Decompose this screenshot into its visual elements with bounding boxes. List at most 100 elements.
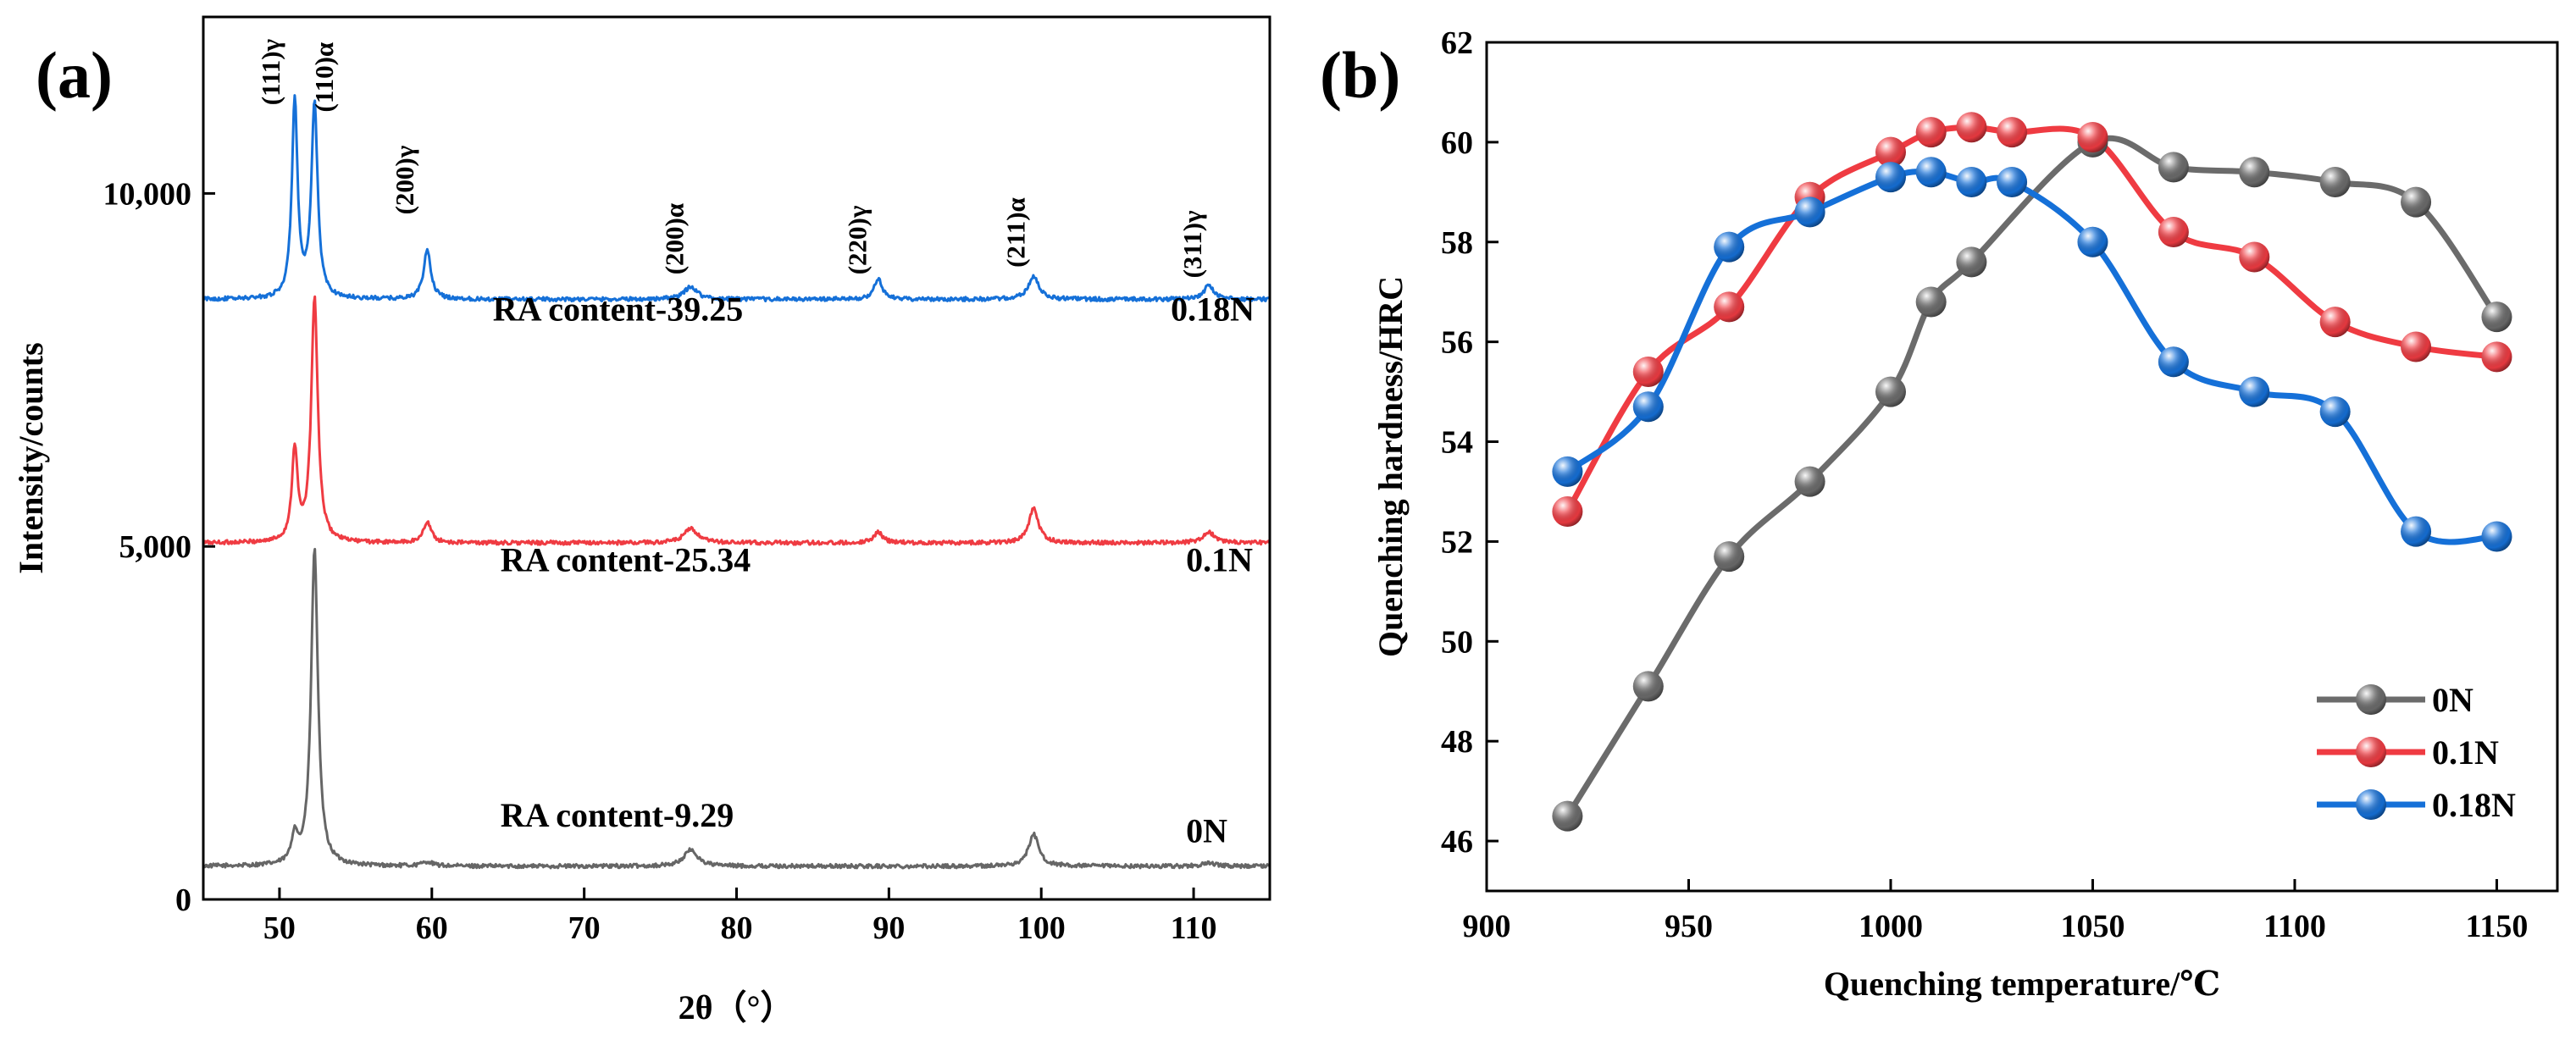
hardness-point-0.18N — [1633, 391, 1664, 422]
hardness-point-0N — [1795, 467, 1825, 497]
xrd-line-0N — [203, 549, 1269, 868]
legend-marker-0N — [2356, 684, 2386, 715]
hardness-legend: 0N 0.1N 0.18N — [2317, 681, 2516, 824]
xrd-x-tick-label: 50 — [263, 910, 296, 946]
xrd-peak-label: (200)γ — [390, 145, 419, 214]
hardness-point-0.18N — [1875, 162, 1906, 192]
hardness-y-axis-title: Quenching hardness/HRC — [1371, 276, 1410, 657]
hardness-point-0N — [1714, 541, 1744, 572]
hardness-line-0.18N — [1567, 172, 2496, 542]
hardness-y-tick-label: 62 — [1441, 25, 1473, 61]
xrd-line-0.18N — [203, 96, 1269, 301]
hardness-point-0N — [1633, 671, 1664, 701]
hardness-point-0.18N — [2158, 346, 2189, 377]
hardness-x-ticks: 900 950 1000 1050 1100 1150 — [1463, 879, 2529, 944]
xrd-x-tick-label: 110 — [1171, 910, 1217, 946]
xrd-y-tick-label: 0 — [175, 882, 191, 918]
xrd-series-name-label: 0.1N — [1186, 540, 1253, 578]
hardness-point-0.1N — [1714, 291, 1744, 322]
xrd-x-tick-label: 70 — [568, 910, 601, 946]
xrd-series-name-label: 0.18N — [1171, 290, 1255, 328]
hardness-point-0.18N — [2320, 396, 2351, 427]
hardness-x-tick-label: 1050 — [2060, 909, 2125, 944]
hardness-point-0.18N — [1916, 157, 1947, 187]
hardness-y-tick-label: 50 — [1441, 624, 1473, 660]
hardness-point-0.18N — [1552, 456, 1582, 487]
hardness-x-axis-title: Quenching temperature/℃ — [1824, 965, 2220, 1003]
xrd-x-tick-label: 100 — [1017, 910, 1066, 946]
xrd-ra-content-label: RA content-9.29 — [501, 796, 734, 834]
hardness-point-0N — [1875, 377, 1906, 407]
hardness-point-0.18N — [1714, 232, 1744, 263]
hardness-point-0N — [1552, 801, 1582, 832]
xrd-y-tick-label: 5,000 — [119, 529, 192, 565]
hardness-point-0.1N — [1916, 117, 1947, 147]
xrd-y-ticks: 0 5,000 10,000 — [103, 176, 216, 918]
hardness-point-0N — [2320, 167, 2351, 197]
hardness-point-0.18N — [1997, 167, 2027, 197]
xrd-peak-label: (311)γ — [1177, 210, 1207, 278]
legend-label-0N: 0N — [2432, 681, 2474, 719]
xrd-plot-frame — [203, 17, 1270, 899]
panel-a-label: (a) — [36, 38, 113, 112]
legend-label-0.18N: 0.18N — [2432, 786, 2516, 824]
hardness-point-0N — [1916, 286, 1947, 317]
hardness-line-0N — [1567, 138, 2496, 816]
xrd-peak-label: (200)α — [660, 203, 690, 274]
legend-marker-0.18N — [2356, 789, 2386, 820]
xrd-y-axis-title: Intensity/counts — [12, 342, 50, 573]
hardness-point-0.1N — [1997, 117, 2027, 147]
hardness-series-group — [1552, 112, 2512, 831]
figure: (a) 50 60 70 80 90 100 110 0 5,000 10,000 (111)γ… — [0, 0, 2576, 1040]
xrd-peak-label: (111)γ — [256, 38, 285, 105]
hardness-panel: (b) 900 950 1000 1050 1100 1150 46 48 50 52 54 56 5… — [1320, 25, 2557, 1003]
xrd-peak-label: (110)α — [309, 42, 339, 113]
hardness-x-tick-label: 950 — [1665, 909, 1713, 944]
hardness-plot-frame — [1487, 42, 2557, 891]
hardness-point-0N — [2401, 187, 2431, 218]
xrd-ra-content-label: RA content-39.25 — [493, 290, 744, 328]
hardness-y-tick-label: 46 — [1441, 824, 1473, 860]
hardness-point-0.1N — [2158, 217, 2189, 247]
xrd-series-name-label: 0N — [1186, 811, 1227, 849]
hardness-y-tick-label: 60 — [1441, 125, 1473, 161]
hardness-y-tick-label: 52 — [1441, 524, 1473, 560]
hardness-point-0N — [2481, 301, 2512, 332]
xrd-y-tick-label: 10,000 — [103, 176, 192, 212]
hardness-point-0.18N — [2077, 227, 2108, 257]
hardness-y-tick-label: 58 — [1441, 225, 1473, 261]
legend-label-0.1N: 0.1N — [2432, 733, 2499, 772]
hardness-point-0.1N — [1552, 496, 1582, 527]
xrd-peak-label: (220)γ — [842, 205, 872, 274]
hardness-x-tick-label: 1100 — [2263, 909, 2326, 944]
hardness-point-0.18N — [2239, 377, 2269, 407]
xrd-x-axis-title: 2θ（°） — [679, 988, 795, 1026]
hardness-point-0.1N — [2401, 332, 2431, 362]
hardness-point-0.1N — [2320, 307, 2351, 337]
hardness-point-0N — [1956, 246, 1986, 277]
hardness-y-tick-label: 54 — [1441, 425, 1473, 461]
hardness-point-0.18N — [1795, 196, 1825, 227]
xrd-x-tick-label: 60 — [416, 910, 448, 946]
hardness-point-0N — [2239, 157, 2269, 187]
xrd-x-tick-label: 80 — [721, 910, 753, 946]
xrd-x-tick-label: 90 — [873, 910, 905, 946]
hardness-point-0.1N — [2481, 341, 2512, 372]
hardness-point-0.18N — [2401, 517, 2431, 547]
hardness-point-0.1N — [1633, 357, 1664, 387]
xrd-annotations: RA content-39.25 0.18N RA content-25.34 0.1… — [493, 290, 1255, 849]
hardness-x-tick-label: 900 — [1463, 909, 1511, 944]
xrd-line-0.1N — [203, 296, 1269, 545]
xrd-peak-label: (211)α — [1000, 197, 1030, 268]
xrd-panel: (a) 50 60 70 80 90 100 110 0 5,000 10,000 (111)γ… — [12, 17, 1270, 1026]
hardness-x-tick-label: 1150 — [2465, 909, 2528, 944]
hardness-y-ticks: 46 48 50 52 54 56 58 60 62 — [1441, 25, 1499, 860]
legend-marker-0.1N — [2356, 737, 2386, 767]
hardness-x-tick-label: 1000 — [1859, 909, 1923, 944]
xrd-peak-labels: (111)γ (110)α (200)γ (200)α (220)γ (211)α (311… — [256, 38, 1207, 278]
hardness-point-0.1N — [2239, 241, 2269, 272]
hardness-point-0.18N — [1956, 167, 1986, 197]
xrd-ra-content-label: RA content-25.34 — [501, 540, 751, 578]
hardness-point-0.1N — [1956, 112, 1986, 142]
hardness-y-tick-label: 48 — [1441, 724, 1473, 760]
